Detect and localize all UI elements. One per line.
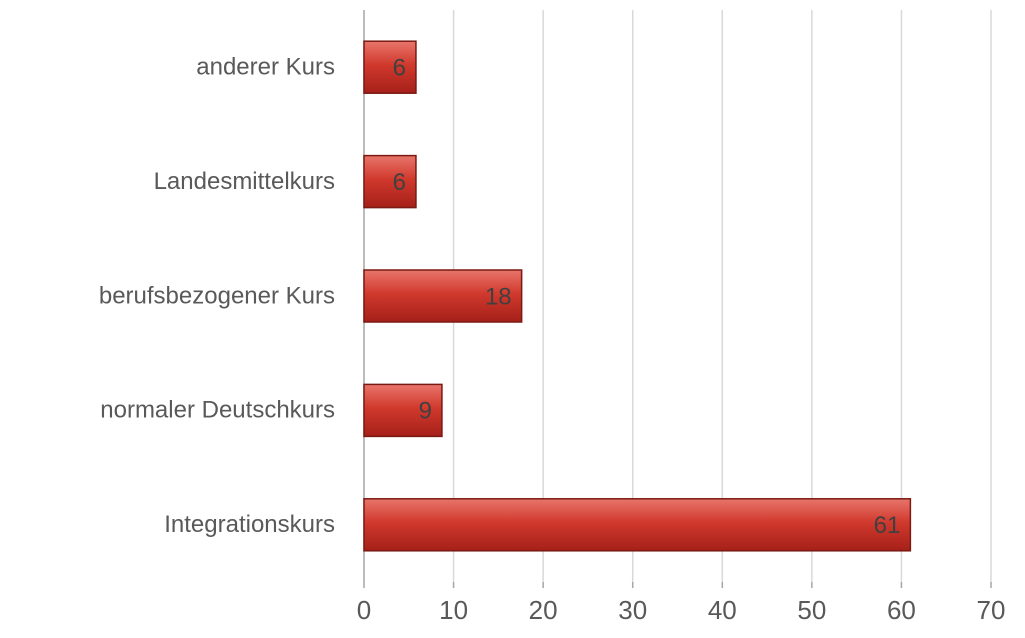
value-label: 6 [393, 169, 406, 196]
bar [363, 154, 417, 209]
x-tick-label: 10 [439, 595, 468, 625]
x-tick-label: 60 [887, 595, 916, 625]
x-tick-label: 40 [708, 595, 737, 625]
x-tick-label: 20 [529, 595, 558, 625]
y-tick-label: berufsbezogener Kurs [99, 282, 335, 309]
value-label: 61 [874, 512, 901, 539]
y-tick-label: Landesmittelkurs [154, 168, 335, 195]
y-tick-label: Integrationskurs [164, 511, 335, 538]
bar [363, 269, 523, 323]
x-tick-label: 50 [797, 595, 826, 625]
y-tick-label: normaler Deutschkurs [100, 397, 335, 424]
value-label: 18 [485, 283, 512, 310]
bar [363, 498, 912, 552]
x-tick-label: 0 [357, 595, 371, 625]
x-tick-label: 70 [977, 595, 1006, 625]
y-tick-label: anderer Kurs [196, 54, 335, 81]
bar [363, 40, 417, 94]
value-label: 9 [419, 398, 432, 425]
x-tick-label: 30 [618, 595, 647, 625]
bar [363, 383, 443, 438]
value-label: 6 [393, 55, 406, 82]
